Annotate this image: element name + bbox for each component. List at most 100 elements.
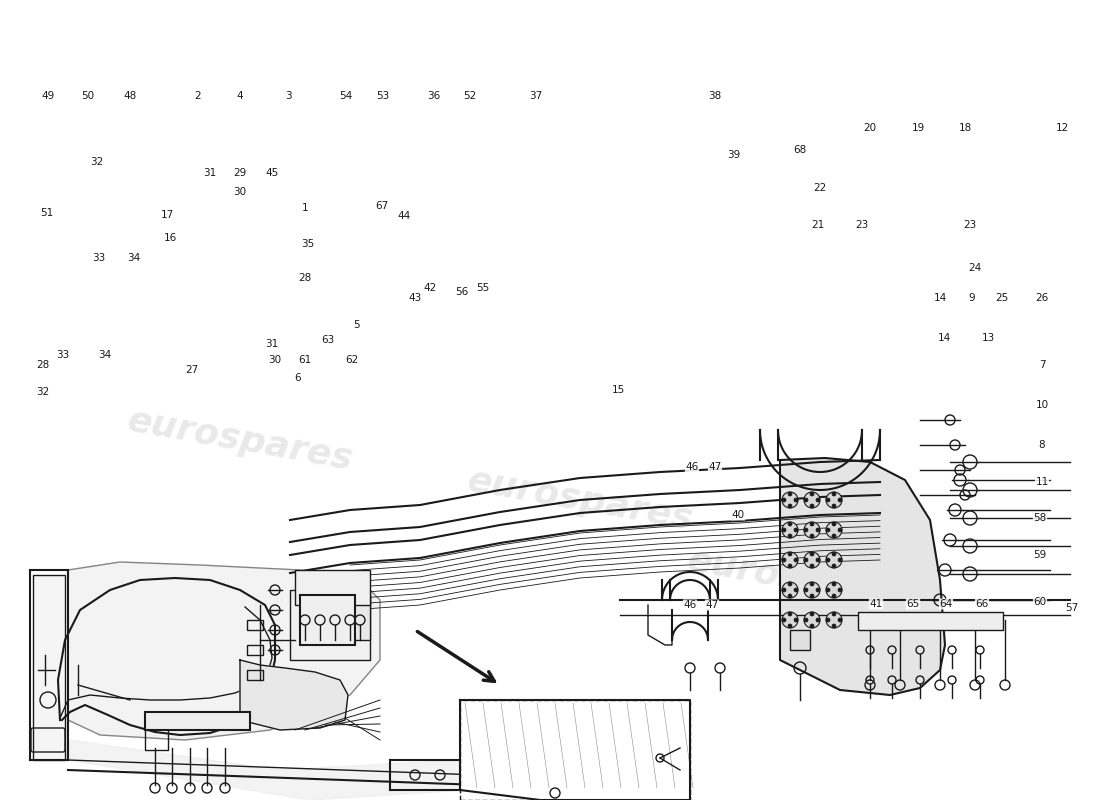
Text: 67: 67 xyxy=(375,201,388,211)
Circle shape xyxy=(782,558,786,562)
Circle shape xyxy=(794,528,797,532)
Text: 59: 59 xyxy=(1033,550,1046,560)
Text: eurospares: eurospares xyxy=(464,463,695,537)
Circle shape xyxy=(810,582,814,586)
Circle shape xyxy=(804,588,808,592)
Circle shape xyxy=(804,618,808,622)
Text: 68: 68 xyxy=(793,145,806,155)
Text: 19: 19 xyxy=(912,123,925,133)
Text: 44: 44 xyxy=(397,211,410,221)
Circle shape xyxy=(826,612,842,628)
Circle shape xyxy=(826,558,830,562)
Text: 28: 28 xyxy=(36,360,50,370)
Text: 14: 14 xyxy=(937,333,950,343)
Text: 60: 60 xyxy=(1033,597,1046,607)
Text: 17: 17 xyxy=(161,210,174,220)
Text: 58: 58 xyxy=(1033,513,1046,523)
Circle shape xyxy=(804,492,820,508)
Circle shape xyxy=(832,504,836,508)
Text: eurospares: eurospares xyxy=(684,543,915,617)
Text: 22: 22 xyxy=(813,183,826,193)
Circle shape xyxy=(810,612,814,616)
Circle shape xyxy=(804,612,820,628)
Bar xyxy=(248,670,263,680)
Text: 25: 25 xyxy=(996,293,1009,303)
Circle shape xyxy=(804,498,808,502)
Circle shape xyxy=(788,594,792,598)
Circle shape xyxy=(788,612,792,616)
Bar xyxy=(248,645,263,655)
Circle shape xyxy=(826,588,830,592)
Circle shape xyxy=(782,612,797,628)
Text: 49: 49 xyxy=(42,91,55,101)
Circle shape xyxy=(804,522,820,538)
Bar xyxy=(310,595,370,640)
Text: 24: 24 xyxy=(968,263,981,273)
Text: 18: 18 xyxy=(958,123,971,133)
Text: 47: 47 xyxy=(708,462,722,472)
Circle shape xyxy=(794,588,797,592)
Circle shape xyxy=(832,534,836,538)
Text: 35: 35 xyxy=(301,239,315,249)
Circle shape xyxy=(788,624,792,628)
Text: 33: 33 xyxy=(56,350,69,360)
Text: 62: 62 xyxy=(345,355,359,365)
Text: 5: 5 xyxy=(354,320,361,330)
Bar xyxy=(290,590,370,660)
Circle shape xyxy=(826,492,842,508)
Circle shape xyxy=(788,552,792,556)
Text: 10: 10 xyxy=(1035,400,1048,410)
Circle shape xyxy=(832,594,836,598)
Circle shape xyxy=(782,588,786,592)
Circle shape xyxy=(782,582,797,598)
Circle shape xyxy=(804,558,808,562)
Text: 33: 33 xyxy=(92,253,106,263)
Text: 42: 42 xyxy=(424,283,437,293)
Text: eurospares: eurospares xyxy=(124,403,355,477)
Bar xyxy=(460,700,690,800)
Text: 55: 55 xyxy=(476,283,490,293)
Text: 56: 56 xyxy=(455,287,469,297)
Circle shape xyxy=(832,624,836,628)
Circle shape xyxy=(826,582,842,598)
Text: 50: 50 xyxy=(81,91,95,101)
Text: 11: 11 xyxy=(1035,477,1048,487)
Circle shape xyxy=(826,498,830,502)
Bar xyxy=(248,620,263,630)
Text: 4: 4 xyxy=(236,91,243,101)
Text: 36: 36 xyxy=(428,91,441,101)
Text: 34: 34 xyxy=(128,253,141,263)
Circle shape xyxy=(832,582,836,586)
Text: 7: 7 xyxy=(1038,360,1045,370)
Text: 37: 37 xyxy=(529,91,542,101)
Circle shape xyxy=(816,498,820,502)
Text: 61: 61 xyxy=(298,355,311,365)
Text: 47: 47 xyxy=(705,600,718,610)
Polygon shape xyxy=(460,700,690,800)
Circle shape xyxy=(810,534,814,538)
Text: 30: 30 xyxy=(268,355,282,365)
Text: 1: 1 xyxy=(301,203,308,213)
Circle shape xyxy=(816,618,820,622)
Text: 46: 46 xyxy=(685,462,698,472)
Circle shape xyxy=(782,492,797,508)
Polygon shape xyxy=(68,562,379,740)
Circle shape xyxy=(810,522,814,526)
Circle shape xyxy=(782,552,797,568)
Text: 23: 23 xyxy=(856,220,869,230)
Circle shape xyxy=(832,564,836,568)
Circle shape xyxy=(804,528,808,532)
Text: 43: 43 xyxy=(408,293,421,303)
Text: 51: 51 xyxy=(41,208,54,218)
Text: 45: 45 xyxy=(265,168,278,178)
Text: 46: 46 xyxy=(683,600,696,610)
Circle shape xyxy=(832,522,836,526)
Circle shape xyxy=(810,624,814,628)
Bar xyxy=(858,612,1003,630)
Text: 8: 8 xyxy=(1038,440,1045,450)
Circle shape xyxy=(782,618,786,622)
Circle shape xyxy=(832,492,836,496)
Text: 2: 2 xyxy=(195,91,201,101)
Circle shape xyxy=(810,564,814,568)
Circle shape xyxy=(788,522,792,526)
